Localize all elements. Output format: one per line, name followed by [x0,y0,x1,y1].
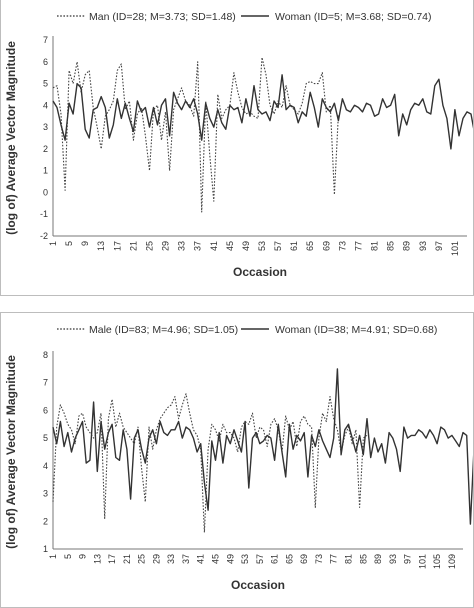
y-tick-label: 7 [43,35,48,45]
legend-label: Man (ID=28; M=3.73; SD=1.48) [89,11,236,23]
x-axis-title: Occasion [231,578,285,592]
y-tick-label: 4 [43,100,48,110]
y-axis-title: (log of) Average Vector Magnitude [4,41,18,235]
legend-label: Woman (ID=38; M=4.91; SD=0.68) [275,324,437,336]
legend-label: Woman (ID=5; M=3.68; SD=0.74) [275,11,432,23]
x-tick-label: 73 [337,241,347,251]
y-tick-label: -1 [40,209,48,219]
x-tick-label: 13 [92,554,102,564]
y-tick-label: 7 [43,378,48,388]
x-tick-label: 97 [434,241,444,251]
x-tick-label: 29 [161,241,171,251]
x-tick-label: 57 [255,554,265,564]
chart-panel-bottom: 1 2 3 4 5 6 7 8 1 5 9 13 17 21 25 29 33 37 41 45 49 53 57 61 65 6… [0,312,474,608]
x-tick-label: 109 [447,554,457,569]
x-tick-label: 37 [181,554,191,564]
x-tick-label: 41 [209,241,219,251]
x-tick-label: 61 [270,554,280,564]
x-tick-label: 61 [289,241,299,251]
y-tick-label: 6 [43,405,48,415]
x-tick-label: 9 [78,554,88,559]
x-tick-label: 105 [432,554,442,569]
y-tick-label: 3 [43,122,48,132]
x-tick-label: 77 [353,241,363,251]
x-tick-label: 81 [370,241,380,251]
x-axis-title: Occasion [233,265,287,279]
x-tick-label: 93 [388,554,398,564]
x-tick-label: 85 [358,554,368,564]
x-tick-label: 69 [321,241,331,251]
legend-label: Male (ID=83; M=4.96; SD=1.05) [89,324,238,336]
x-tick-label: 1 [48,241,58,246]
x-tick-label: 5 [64,241,74,246]
x-tick-label: 33 [177,241,187,251]
y-tick-label: 8 [43,350,48,360]
y-tick-label: 5 [43,79,48,89]
x-tick-label: 25 [137,554,147,564]
y-tick-label: 6 [43,57,48,67]
x-tick-label: 21 [122,554,132,564]
x-tick-label: 25 [144,241,154,251]
x-tick-label: 89 [373,554,383,564]
x-tick-label: 9 [80,241,90,246]
y-tick-label: 2 [43,516,48,526]
x-tick-label: 97 [403,554,413,564]
x-tick-label: 13 [96,241,106,251]
solid-series-line [52,368,473,525]
x-tick-label: 49 [241,241,251,251]
x-tick-label: 21 [128,241,138,251]
x-tick-label: 89 [402,241,412,251]
x-tick-label: 81 [343,554,353,564]
y-tick-label: 5 [43,433,48,443]
x-tick-label: 17 [107,554,117,564]
x-tick-label: 45 [225,241,235,251]
x-tick-label: 37 [193,241,203,251]
x-tick-label: 1 [48,554,58,559]
y-tick-label: 1 [43,544,48,554]
dotted-series-line [52,393,368,533]
x-tick-label: 33 [166,554,176,564]
x-tick-label: 57 [273,241,283,251]
solid-series-line [52,74,473,150]
y-tick-label: -2 [40,231,48,241]
x-tick-label: 5 [63,554,73,559]
x-tick-label: 93 [418,241,428,251]
y-tick-label: 0 [43,187,48,197]
x-tick-label: 41 [196,554,206,564]
x-tick-label: 53 [240,554,250,564]
x-tick-label: 49 [225,554,235,564]
y-tick-label: 3 [43,489,48,499]
x-tick-label: 101 [417,554,427,569]
x-tick-label: 45 [211,554,221,564]
x-tick-label: 17 [112,241,122,251]
y-tick-label: 2 [43,144,48,154]
x-tick-label: 101 [450,241,460,256]
x-tick-label: 65 [284,554,294,564]
x-tick-label: 73 [314,554,324,564]
x-tick-label: 85 [386,241,396,251]
x-tick-label: 69 [299,554,309,564]
x-tick-label: 29 [151,554,161,564]
x-tick-label: 65 [305,241,315,251]
x-tick-label: 53 [257,241,267,251]
dotted-series-line [52,56,339,213]
y-tick-label: 4 [43,461,48,471]
chart-panel-top: -2 -1 0 1 2 3 4 5 6 7 1 5 9 13 17 21 25 29 33 37 41 45 49 53 57 6… [0,0,474,296]
x-tick-label: 77 [329,554,339,564]
y-axis-title: (log of) Average Vector Magnitude [4,355,18,549]
y-tick-label: 1 [43,166,48,176]
